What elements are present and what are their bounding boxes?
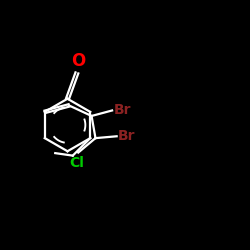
- Text: Br: Br: [113, 104, 131, 118]
- Text: O: O: [71, 52, 85, 70]
- Text: Br: Br: [118, 129, 136, 143]
- Text: Cl: Cl: [70, 156, 84, 170]
